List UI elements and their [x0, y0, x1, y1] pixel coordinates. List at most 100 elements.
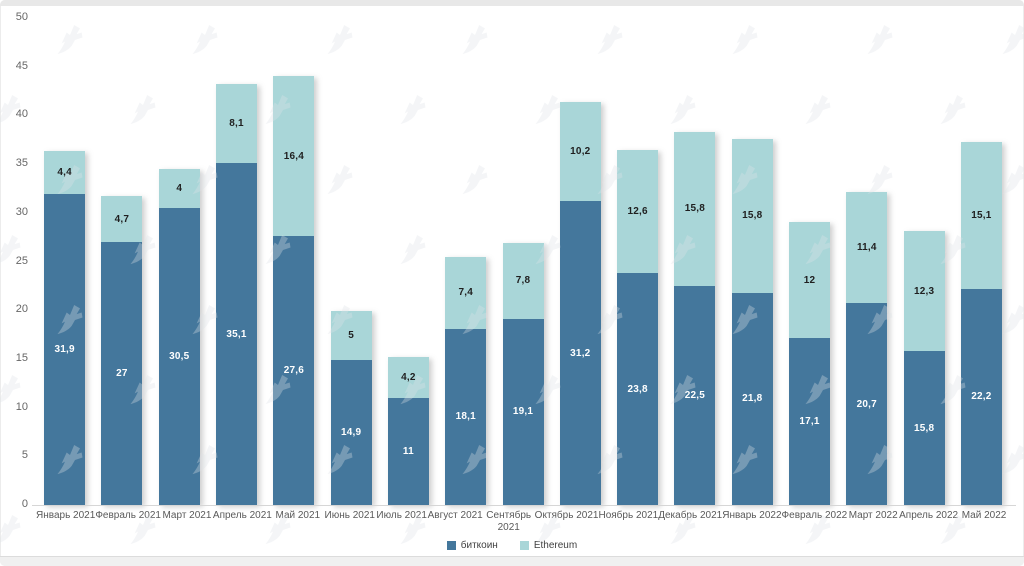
y-axis-tick-label: 50 [15, 11, 28, 23]
bar-value-label: 15,8 [684, 203, 706, 215]
y-axis-tick-label: 45 [15, 59, 28, 72]
bar-value-label: 8,1 [229, 118, 244, 130]
x-axis-category-label: Ноябрь 2021 [598, 510, 658, 534]
bar-stack: 5 14,9 [330, 311, 372, 505]
bar-column: 12,3 15,8 [895, 231, 952, 505]
bar-stack: 12,6 23,8 [617, 150, 659, 505]
bar-stack: 15,8 22,5 [674, 131, 716, 505]
y-axis-tick-label: 5 [21, 449, 28, 462]
bar-value-label: 19,1 [512, 406, 534, 418]
bar-segment-ethereum: 4,7 [101, 196, 143, 243]
bar-column: 15,8 22,5 [666, 131, 723, 505]
bar-value-label: 11 [402, 445, 414, 457]
bar-value-label: 15,8 [913, 422, 935, 434]
bar-segment-ethereum: 4 [158, 168, 200, 208]
bar-stack: 7,4 18,1 [445, 256, 487, 505]
bar-segment-bitcoin: 15,8 [903, 351, 945, 505]
bar-stack: 15,8 21,8 [731, 138, 773, 505]
bar-value-label: 22,2 [971, 391, 992, 403]
legend-label: Ethereum [533, 540, 578, 551]
bar-stack: 4,4 31,9 [44, 151, 86, 505]
x-axis-category-text: Апрель 2022 [899, 510, 959, 521]
bar-segment-bitcoin: 27,6 [273, 236, 315, 505]
y-axis-tick-label: 20 [15, 303, 28, 316]
bar-segment-bitcoin: 14,9 [330, 359, 372, 505]
bar-segment-ethereum: 12 [789, 221, 830, 339]
bar-value-label: 14,9 [340, 426, 362, 438]
y-axis-tick-label: 25 [15, 254, 28, 267]
bar-segment-bitcoin: 22,2 [960, 288, 1002, 505]
bar-segment-ethereum: 4,2 [387, 356, 429, 398]
x-axis-category-text: Июнь 2021 [324, 510, 375, 521]
bar-value-label: 16,4 [283, 150, 304, 162]
x-axis-category-text: Октябрь 2021 [534, 510, 599, 521]
bar-stack: 10,2 31,2 [559, 101, 601, 505]
bar-value-label: 7,4 [458, 287, 473, 299]
x-axis-category-label: Март 2022 [847, 510, 899, 534]
bar-value-label: 12 [803, 274, 816, 286]
bar-column: 4,7 27 [93, 196, 150, 505]
bar-column: 10,2 31,2 [552, 101, 609, 505]
x-axis-category-label: Июль 2021 [376, 510, 428, 534]
bar-stack: 4 30,5 [158, 168, 200, 505]
bar-value-label: 15,1 [971, 209, 992, 221]
x-axis-category-label: Февраль 2022 [782, 510, 848, 534]
bar-segment-ethereum: 15,8 [674, 131, 716, 286]
x-axis-category-label: Июнь 2021 [324, 510, 376, 534]
bar-segment-ethereum: 15,1 [960, 141, 1002, 289]
bar-segment-bitcoin: 27 [101, 242, 143, 505]
bar-value-label: 31,9 [54, 344, 75, 356]
bar-value-label: 4 [176, 182, 183, 194]
x-axis-category-label: Апрель 2022 [899, 510, 958, 534]
bar-column: 11,4 20,7 [838, 192, 895, 505]
bar-stack: 12,3 15,8 [903, 231, 945, 505]
bar-value-label: 30,5 [169, 350, 190, 362]
bar-column: 15,1 22,2 [953, 141, 1010, 505]
bar-column: 4,4 31,9 [36, 151, 93, 505]
bar-value-label: 12,3 [913, 285, 935, 297]
x-axis-category-label: Январь 2021 [36, 510, 95, 534]
x-axis-line [32, 505, 1016, 506]
x-axis-category-text: Декабрь 2021 [658, 510, 723, 521]
bar-value-label: 10,2 [570, 145, 591, 157]
x-axis-category-label: Август 2021 [428, 510, 483, 534]
bar-stack: 4,2 11 [387, 356, 429, 505]
bar-column: 12,6 23,8 [609, 150, 666, 505]
bar-stack: 12 17,1 [789, 221, 830, 505]
legend-item-ethereum: Ethereum [519, 540, 578, 551]
x-axis-category-text: Март 2021 [162, 510, 212, 521]
bar-value-label: 27 [116, 368, 128, 380]
window-bottom-strip [0, 556, 1024, 566]
bar-column: 12 17,1 [781, 221, 838, 505]
bar-segment-bitcoin: 22,5 [674, 285, 716, 505]
x-axis-category-label: Сентябрь 2021 [483, 510, 535, 534]
legend-swatch-bitcoin [446, 541, 456, 550]
y-axis-tick-label: 10 [15, 400, 28, 413]
bar-segment-bitcoin: 23,8 [617, 273, 659, 505]
x-axis-category-label: Апрель 2021 [213, 510, 272, 534]
plot-area: 4,4 31,9 4,7 27 4 30,5 8,1 35,1 16,4 27,6 5 14,9 4,2… [36, 18, 1010, 505]
bar-segment-ethereum: 11,4 [846, 192, 888, 304]
bar-value-label: 31,2 [570, 347, 591, 359]
x-axis-category-text: Март 2022 [848, 510, 898, 521]
x-axis-category-text: Январь 2022 [722, 510, 782, 521]
bar-segment-ethereum: 7,8 [502, 243, 544, 319]
bar-column: 4,2 11 [380, 356, 437, 505]
x-axis-category-text: Сентябрь 2021 [486, 510, 532, 533]
y-axis-tick-label: 15 [15, 351, 28, 364]
bar-stack: 4,7 27 [101, 196, 143, 505]
bar-column: 7,4 18,1 [437, 256, 494, 505]
x-axis-category-label: Февраль 2021 [95, 510, 161, 534]
bar-column: 4 30,5 [151, 168, 208, 505]
x-axis-category-text: Май 2022 [961, 510, 1007, 521]
y-axis-tick-label: 0 [21, 498, 28, 510]
x-axis-category-text: Апрель 2021 [212, 510, 272, 521]
x-axis-category-text: Февраль 2022 [781, 510, 848, 521]
bar-value-label: 12,6 [627, 206, 648, 218]
bar-segment-ethereum: 7,4 [445, 256, 487, 329]
window-top-strip [0, 0, 1024, 6]
bar-segment-bitcoin: 30,5 [158, 207, 200, 505]
bar-value-label: 7,8 [515, 275, 531, 287]
x-axis-category-label: Январь 2022 [722, 510, 781, 534]
